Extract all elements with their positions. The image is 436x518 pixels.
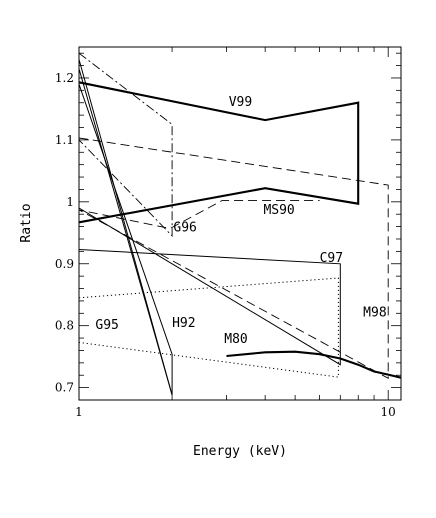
series-label-g96: G96 — [173, 221, 196, 236]
series-label-g95: G95 — [95, 318, 118, 333]
y-tick-label: 1 — [66, 195, 74, 209]
y-axis-label: Ratio — [19, 203, 34, 242]
series-label-h92: H92 — [172, 316, 195, 331]
series-m80-line — [226, 350, 402, 379]
y-tick-label: 0.8 — [55, 319, 74, 333]
series-label-m98: M98 — [363, 305, 386, 320]
x-axis-label: Energy (keV) — [193, 444, 287, 459]
series-label-m80: M80 — [224, 332, 247, 347]
x-tick-label: 1 — [75, 405, 83, 419]
series-label-ms90: MS90 — [263, 203, 294, 218]
y-tick-label: 0.9 — [55, 257, 74, 271]
series-labels: V99 MS90 G96 C97 G95 H92 M80 M98 — [95, 95, 386, 347]
plot-frame — [78, 46, 402, 401]
series-h92-line — [78, 68, 173, 396]
series-h92-line — [78, 84, 173, 395]
series-ms90-line — [78, 137, 389, 380]
series-layer — [78, 52, 402, 396]
series-c97-line — [78, 207, 341, 366]
y-tick-label: 1.2 — [55, 71, 74, 85]
series-g96-line — [78, 52, 173, 238]
series-label-c97: C97 — [320, 251, 343, 266]
series-label-v99: V99 — [229, 95, 252, 110]
x-tick-label: 10 — [381, 405, 396, 419]
y-tick-label: 0.7 — [55, 381, 74, 395]
y-tick-label: 1.1 — [55, 133, 74, 147]
axis-ticks: 1 10 0.7 0.8 0.9 1 1.1 1.2 — [55, 47, 401, 419]
series-v99-line — [78, 81, 360, 224]
